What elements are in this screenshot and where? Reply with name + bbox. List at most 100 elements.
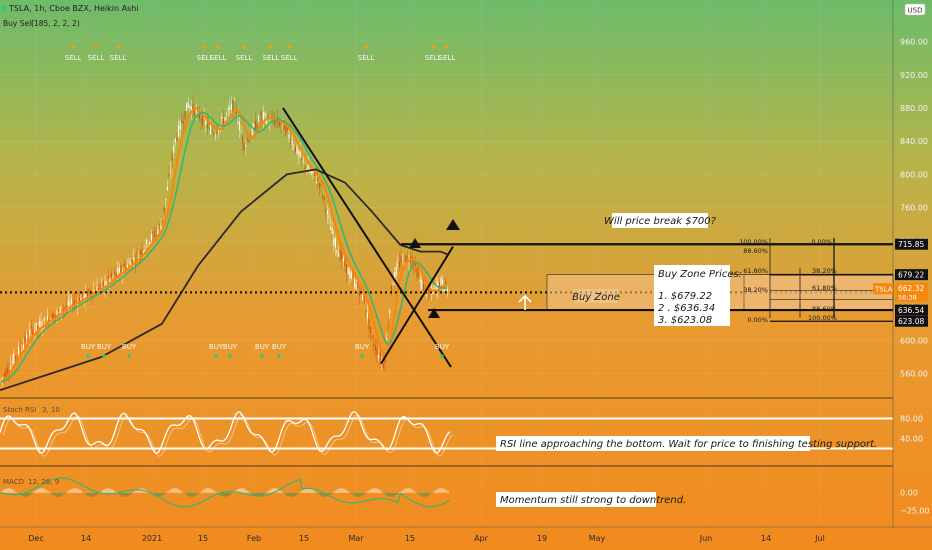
candle <box>435 285 437 292</box>
level-price-text: 715.85 <box>898 240 924 249</box>
candle <box>350 272 352 279</box>
stoch-rsi-label[interactable]: Stoch RSI <box>3 406 36 414</box>
buy-dot <box>440 354 444 358</box>
candle <box>160 225 162 230</box>
buy-zone-price[interactable]: 1. $679.22 <box>658 291 712 302</box>
symbol-title[interactable]: TSLA, 1h, Cboe BZX, Heikin Ashi <box>8 4 139 13</box>
candle <box>312 170 314 174</box>
candle <box>315 181 317 184</box>
candle <box>307 165 309 170</box>
price-tick-label: 840.00 <box>900 137 928 146</box>
candle <box>152 231 154 234</box>
candle <box>424 285 426 287</box>
candle <box>128 261 130 263</box>
candle <box>187 103 189 108</box>
candle <box>184 111 186 119</box>
buy-label: BUY <box>209 343 224 351</box>
macd-line[interactable] <box>0 477 451 508</box>
candle <box>90 292 92 296</box>
candle <box>3 373 5 377</box>
candle <box>93 290 95 292</box>
uptrend-line[interactable] <box>380 246 454 365</box>
sell-label: SELL <box>358 54 375 62</box>
candle <box>136 253 138 255</box>
candle <box>355 284 357 290</box>
candle <box>280 123 282 125</box>
candle <box>232 100 234 112</box>
candle <box>301 157 303 159</box>
sell-label: SELL <box>197 54 214 62</box>
candle <box>98 287 100 291</box>
candle <box>226 113 228 115</box>
fib-label: 88.60% <box>743 247 768 255</box>
candle <box>40 321 42 330</box>
macd-note[interactable]: Momentum still strong to downtrend. <box>500 495 686 506</box>
buy-dot <box>86 354 90 358</box>
candle <box>224 117 226 121</box>
buy-zone-label[interactable]: Buy Zone <box>572 292 620 303</box>
break-question-note[interactable]: Will price break $700? <box>604 216 717 227</box>
buy-zone-prices-title[interactable]: Buy Zone Prices: <box>658 269 742 280</box>
candle <box>259 118 261 120</box>
candle <box>34 330 36 333</box>
sell-dot <box>445 45 449 49</box>
candle <box>190 106 192 113</box>
candle <box>186 102 188 111</box>
time-tick-label: Mar <box>348 534 364 543</box>
price-tick-label: 760.00 <box>900 204 928 213</box>
candle <box>123 264 125 267</box>
currency-button[interactable] <box>904 3 926 16</box>
candle <box>171 154 173 161</box>
candle <box>254 120 256 132</box>
last-price-tag[interactable] <box>895 282 928 302</box>
candle <box>179 121 181 130</box>
candle <box>264 112 266 116</box>
time-tick-label: Apr <box>474 534 489 543</box>
level-price-tag <box>895 238 928 250</box>
candle <box>256 124 258 129</box>
candle <box>398 262 400 268</box>
candle <box>379 352 381 361</box>
buy-dot <box>127 354 131 358</box>
candle <box>304 165 306 170</box>
candle <box>368 318 370 329</box>
candle <box>243 143 245 152</box>
buy-dot <box>214 354 218 358</box>
candle <box>107 275 109 280</box>
candle <box>314 173 316 176</box>
candle <box>141 249 143 255</box>
downtrend-line[interactable] <box>282 107 452 368</box>
buy-zone-price[interactable]: 3. $623.08 <box>658 315 712 326</box>
sell-label: SELL <box>210 54 227 62</box>
candle <box>162 220 164 223</box>
macd-tick-label: 0.00 <box>900 489 918 498</box>
rsi-note[interactable]: RSI line approaching the bottom. Wait fo… <box>500 439 877 450</box>
buy-zone-price[interactable]: 2 . $636.34 <box>658 303 715 314</box>
candle <box>320 184 322 185</box>
level-price-text: 623.08 <box>898 317 924 326</box>
candle <box>214 135 216 137</box>
candle <box>69 302 71 305</box>
candle <box>70 298 72 304</box>
candle <box>445 280 447 287</box>
fib-label: 38.20% <box>812 267 837 275</box>
buy-dot <box>277 354 281 358</box>
time-tick-label: 15 <box>198 534 208 543</box>
candle <box>125 266 127 271</box>
macd-label[interactable]: MACD <box>3 478 24 486</box>
candle <box>216 131 218 134</box>
macd-params: 12, 26, 9 <box>28 478 59 486</box>
fib-label: 38.20% <box>743 286 768 294</box>
candle <box>237 122 239 124</box>
candle <box>16 355 18 357</box>
indicator-name[interactable]: Buy Sell <box>3 19 33 28</box>
candle <box>346 264 348 274</box>
candle <box>390 285 392 294</box>
candle <box>333 238 335 246</box>
candle <box>99 284 101 288</box>
candle <box>178 125 180 137</box>
candle <box>205 120 207 126</box>
candle <box>288 134 290 139</box>
candle <box>74 300 76 304</box>
stoch-rsi-line[interactable] <box>0 410 451 455</box>
